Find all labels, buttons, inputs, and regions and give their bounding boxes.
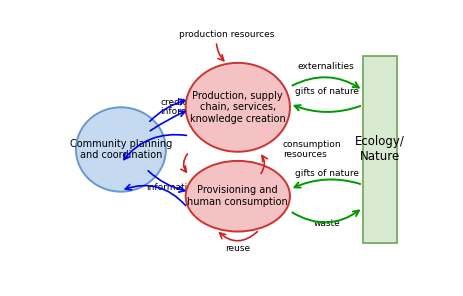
Ellipse shape	[185, 161, 289, 231]
Text: gifts of nature: gifts of nature	[294, 169, 358, 178]
Text: Community planning
and coordination: Community planning and coordination	[69, 139, 172, 160]
Text: information: information	[160, 107, 213, 116]
Text: reuse: reuse	[225, 244, 250, 253]
Text: consumption
resources: consumption resources	[282, 140, 341, 159]
Text: recycling: recycling	[108, 145, 150, 154]
Text: information: information	[146, 183, 198, 192]
Text: waste: waste	[313, 219, 340, 228]
Text: Production, supply
chain, services,
knowledge creation: Production, supply chain, services, know…	[189, 91, 285, 124]
Text: production resources: production resources	[179, 30, 274, 39]
Ellipse shape	[76, 107, 166, 192]
Ellipse shape	[185, 63, 289, 152]
Text: Ecology/
Nature: Ecology/ Nature	[354, 136, 404, 163]
Bar	[362, 56, 396, 243]
Text: credit: credit	[160, 98, 186, 107]
Text: externalities: externalities	[297, 62, 354, 71]
Text: gifts of nature: gifts of nature	[294, 87, 358, 96]
Text: Provisioning and
human consumption: Provisioning and human consumption	[187, 185, 288, 207]
